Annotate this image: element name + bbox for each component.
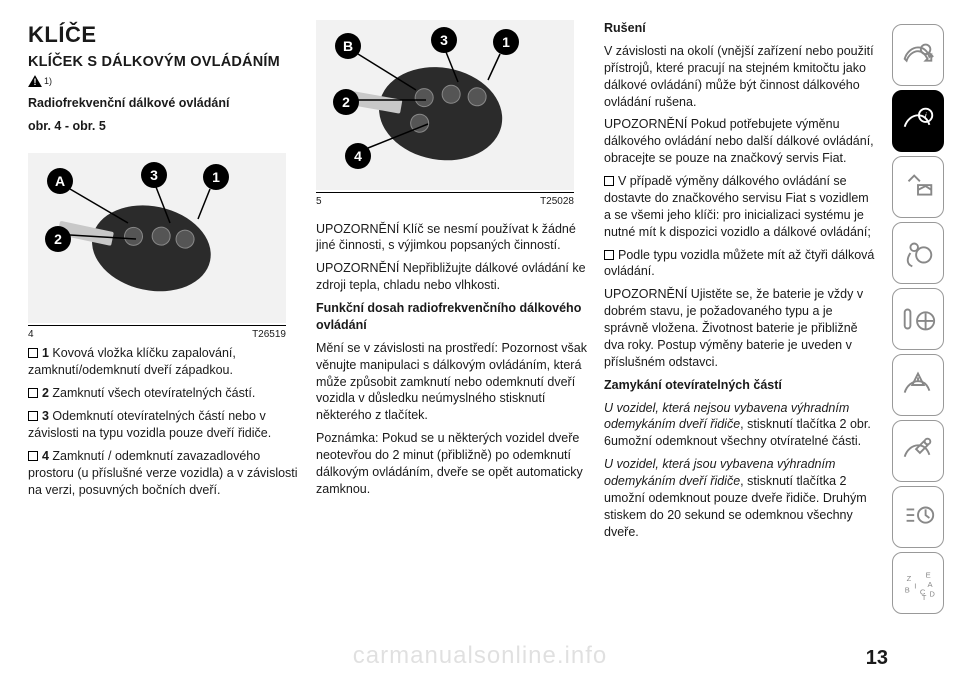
figure-4: A 2 3 1 4 T26519 (28, 153, 300, 342)
bullet-icon (28, 388, 38, 398)
warning-icon (28, 75, 42, 87)
ruseni-p4: Podle typu vozidla můžete mít až čtyři d… (604, 247, 876, 281)
figure-5: B 2 4 3 1 5 T25028 (316, 20, 588, 209)
subhead-zamykani: Zamykání otevíratelných částí (604, 377, 876, 394)
svg-text:B: B (343, 38, 353, 54)
svg-text:3: 3 (150, 167, 158, 183)
bullet-icon (28, 411, 38, 421)
subhead-ruseni: Rušení (604, 20, 876, 37)
column-1: KLÍČE KLÍČEK S DÁLKOVÝM OVLÁDÁNÍM 1) Rad… (28, 20, 300, 670)
nav-item-airbag[interactable] (892, 222, 944, 284)
fig5-num: 5 (316, 195, 322, 209)
ruseni-p3: V případě výměny dálkového ovládání se d… (604, 173, 876, 241)
para-key-3: 3 Odemknutí otevíratelných částí nebo v … (28, 408, 300, 442)
svg-text:I: I (914, 582, 916, 591)
zam-p1: U vozidel, která nejsou vybavena výhradn… (604, 400, 876, 451)
subheading-klicek: KLÍČEK S DÁLKOVÝM OVLÁDÁNÍM (28, 54, 300, 71)
nav-item-index[interactable]: ZEBAICDT (892, 552, 944, 614)
para-key-4: 4 Zamknutí / odemknutí zavazadlového pro… (28, 448, 300, 499)
nav-item-warning[interactable] (892, 354, 944, 416)
para-key-1: 1 Kovová vložka klíčku zapalování, zamkn… (28, 345, 300, 379)
figure-4-caption: 4 T26519 (28, 325, 286, 342)
warn-p1: UPOZORNĚNÍ Klíč se nesmí používat k žádn… (316, 221, 588, 255)
fig5-code: T25028 (540, 195, 574, 209)
nav-item-lights[interactable] (892, 156, 944, 218)
svg-text:A: A (928, 580, 934, 589)
svg-text:3: 3 (440, 32, 448, 48)
svg-text:E: E (926, 570, 931, 579)
bullet-icon (604, 250, 614, 260)
watermark: carmanualsonline.info (353, 642, 607, 670)
nav-item-info[interactable]: i (892, 90, 944, 152)
nav-item-search[interactable] (892, 24, 944, 86)
bullet-icon (28, 451, 38, 461)
intro-line-1: Radiofrekvenční dálkové ovládání (28, 95, 300, 112)
bullet-icon (604, 176, 614, 186)
svg-text:1: 1 (212, 169, 220, 185)
svg-text:A: A (55, 173, 65, 189)
svg-text:D: D (929, 589, 935, 598)
svg-text:2: 2 (342, 94, 350, 110)
column-3: Rušení V závislosti na okolí (vnější zař… (604, 20, 876, 670)
nav-item-specs[interactable] (892, 486, 944, 548)
ruseni-p1: V závislosti na okolí (vnější zařízení n… (604, 43, 876, 111)
svg-text:1: 1 (502, 34, 510, 50)
section-nav-sidebar: i ZEBAICDT (892, 20, 948, 670)
note-p: Poznámka: Pokud se u některých vozidel d… (316, 430, 588, 498)
svg-text:4: 4 (354, 148, 362, 164)
ruseni-p5: UPOZORNĚNÍ Ujistěte se, že baterie je vž… (604, 286, 876, 370)
intro-line-2: obr. 4 - obr. 5 (28, 118, 300, 135)
warn-p2: UPOZORNĚNÍ Nepřibližujte dálkové ovládán… (316, 260, 588, 294)
page-number: 13 (866, 647, 888, 670)
svg-text:B: B (905, 586, 910, 595)
warning-ref: 1) (44, 76, 52, 86)
svg-text:2: 2 (54, 231, 62, 247)
figure-5-caption: 5 T25028 (316, 192, 574, 209)
manual-page: KLÍČE KLÍČEK S DÁLKOVÝM OVLÁDÁNÍM 1) Rad… (0, 0, 960, 678)
fig4-num: 4 (28, 328, 34, 342)
nav-item-service[interactable] (892, 420, 944, 482)
column-2: B 2 4 3 1 5 T25028 UPOZORNĚNÍ Klíč se ne… (316, 20, 588, 670)
subhead-range: Funkční dosah radiofrekvenčního dálkovéh… (316, 300, 588, 334)
range-p: Mění se v závislosti na prostředí: Pozor… (316, 340, 588, 424)
svg-text:T: T (922, 593, 927, 602)
fig4-code: T26519 (252, 328, 286, 342)
heading-klice: KLÍČE (28, 20, 300, 50)
zam-p2: U vozidel, která jsou vybavena výhradním… (604, 456, 876, 540)
ruseni-p2: UPOZORNĚNÍ Pokud potřebujete výměnu dálk… (604, 116, 876, 167)
bullet-icon (28, 348, 38, 358)
para-key-2: 2 Zamknutí všech otevíratelných částí. (28, 385, 300, 402)
warning-row: 1) (28, 72, 300, 89)
nav-item-driving[interactable] (892, 288, 944, 350)
svg-text:Z: Z (907, 574, 912, 583)
